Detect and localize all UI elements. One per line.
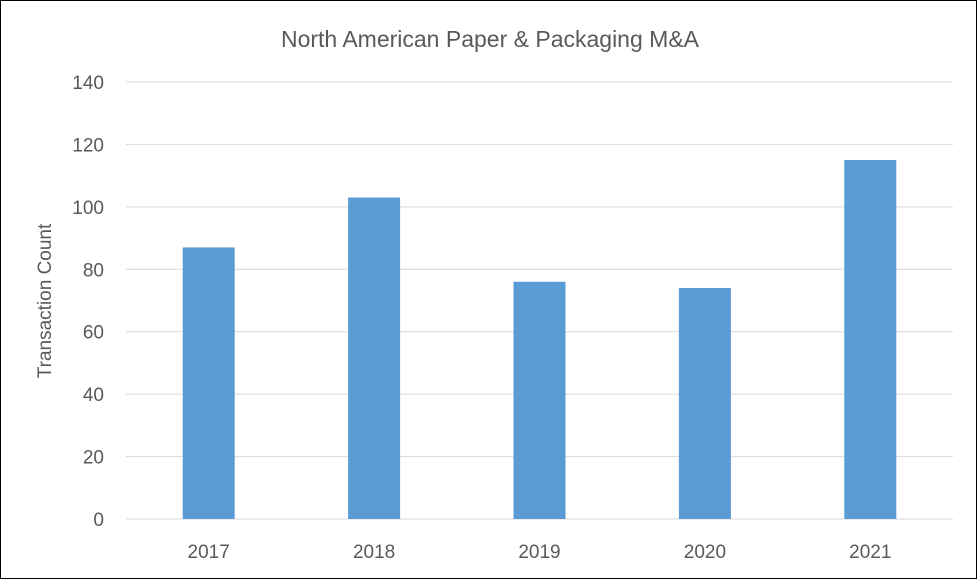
y-tick-label: 80 [83, 260, 104, 281]
y-tick-label: 0 [93, 510, 104, 531]
y-tick-label: 100 [72, 198, 104, 219]
y-axis-ticks: 0 20 40 60 80 100 120 140 [72, 73, 104, 531]
bar-2019 [513, 281, 566, 519]
x-tick-label: 2019 [518, 542, 560, 563]
bar-2020 [678, 288, 731, 519]
bars [182, 160, 897, 520]
x-tick-label: 2021 [849, 542, 891, 563]
y-tick-label: 60 [83, 323, 104, 344]
x-tick-label: 2018 [353, 542, 395, 563]
y-tick-label: 140 [72, 73, 104, 94]
x-tick-label: 2020 [684, 542, 726, 563]
x-axis-ticks: 2017 2018 2019 2020 2021 [188, 542, 892, 563]
y-tick-label: 40 [83, 385, 104, 406]
chart-title: North American Paper & Packaging M&A [281, 26, 700, 52]
bar-2018 [348, 197, 401, 519]
bar-2021 [844, 160, 897, 520]
y-axis-label: Transaction Count [35, 223, 56, 378]
bar-2017 [182, 247, 235, 519]
x-tick-label: 2017 [188, 542, 230, 563]
y-tick-label: 20 [83, 448, 104, 469]
y-tick-label: 120 [72, 135, 104, 156]
